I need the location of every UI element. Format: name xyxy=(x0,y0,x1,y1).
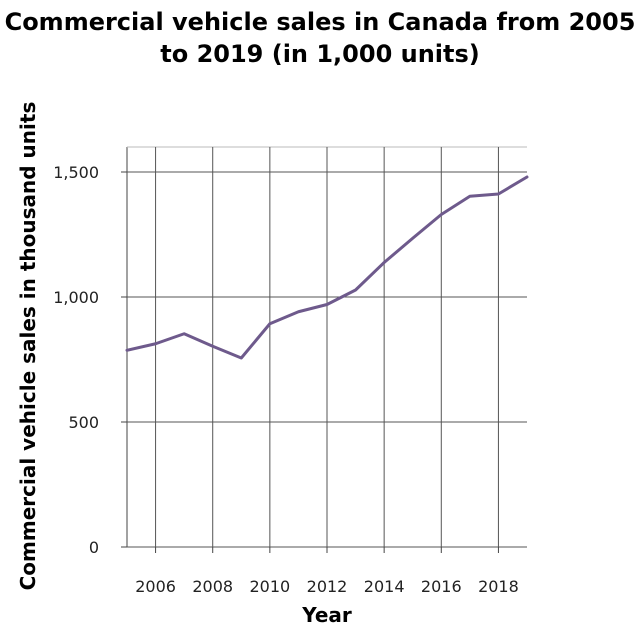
series-line xyxy=(125,175,529,360)
y-tick-label: 1,500 xyxy=(53,163,99,182)
x-tick-label: 2012 xyxy=(307,577,348,596)
x-tick-label: 2018 xyxy=(478,577,519,596)
x-tick-label: 2010 xyxy=(249,577,290,596)
x-axis-label: Year xyxy=(302,603,352,627)
x-tick-label: 2016 xyxy=(421,577,462,596)
y-tick-label: 0 xyxy=(89,538,99,557)
x-tick-label: 2008 xyxy=(192,577,233,596)
y-tick-label: 1,000 xyxy=(53,288,99,307)
x-tick-label: 2014 xyxy=(364,577,405,596)
chart-title: Commercial vehicle sales in Canada from … xyxy=(4,8,636,68)
y-tick-label: 500 xyxy=(68,413,99,432)
x-tick-label: 2006 xyxy=(135,577,176,596)
